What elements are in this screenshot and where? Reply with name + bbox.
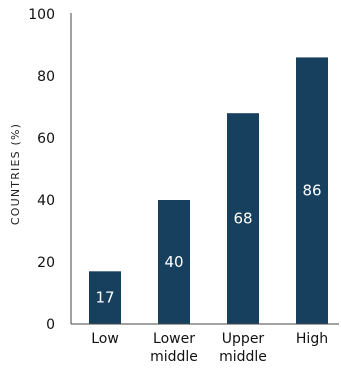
y-tick-label: 80: [37, 69, 55, 85]
bar-high: [296, 57, 328, 325]
bar-low: [89, 271, 121, 324]
bars: 17 40 68 86: [89, 57, 328, 325]
bar-upper-middle: [227, 113, 259, 324]
x-category-label: Low: [91, 331, 119, 347]
x-category-label: High: [296, 331, 328, 347]
y-tick-label: 0: [46, 317, 55, 333]
bar-lower-middle: [158, 200, 190, 324]
bar-data-label: 40: [164, 253, 183, 271]
y-tick-label: 60: [37, 131, 55, 147]
bar-data-label: 68: [233, 210, 252, 228]
y-tick-label: 40: [37, 193, 55, 209]
y-tick-label: 100: [28, 7, 55, 23]
y-axis: 0 20 40 60 80 100: [28, 7, 72, 333]
x-category-label: Lower middle: [150, 331, 198, 365]
bar-data-label: 17: [95, 289, 114, 307]
x-axis: Low Lower middle Upper middle High: [71, 323, 339, 365]
bar-data-label: 86: [302, 182, 321, 200]
x-category-label: Upper middle: [219, 331, 267, 365]
y-tick-label: 20: [37, 255, 55, 271]
y-axis-title: COUNTRIES (%): [9, 123, 22, 225]
